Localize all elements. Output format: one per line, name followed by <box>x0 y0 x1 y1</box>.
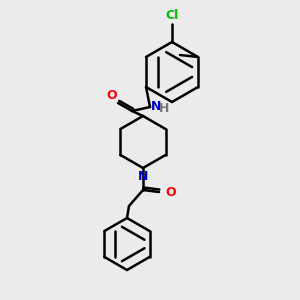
Text: Cl: Cl <box>165 9 178 22</box>
Text: O: O <box>165 185 175 199</box>
Text: H: H <box>159 101 169 115</box>
Text: N: N <box>138 170 148 183</box>
Text: O: O <box>107 89 117 102</box>
Text: N: N <box>151 100 161 113</box>
